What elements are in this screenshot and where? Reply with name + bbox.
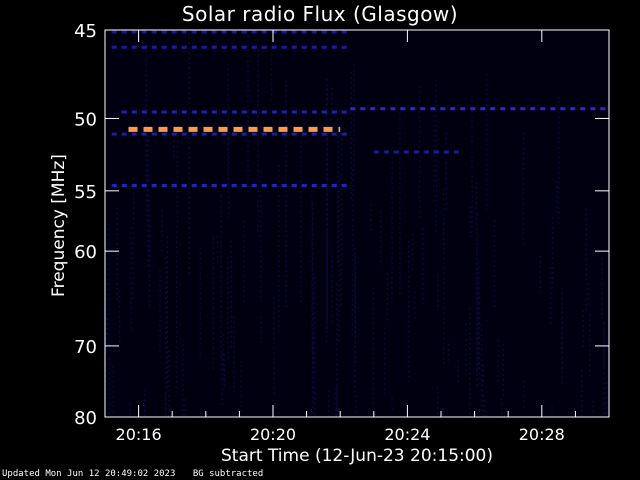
updated-timestamp: Updated Mon Jun 12 20:49:02 2023 — [2, 469, 176, 479]
y-tick-label-45: 45 — [74, 21, 97, 42]
footer-status: Updated Mon Jun 12 20:49:02 2023 BG subt… — [2, 469, 275, 479]
x-tick-label-1: 20:20 — [250, 425, 296, 444]
y-tick-label-70: 70 — [74, 337, 97, 358]
x-axis-title: Start Time (12-Jun-23 20:15:00) — [221, 446, 493, 466]
x-tick-label-2: 20:24 — [384, 425, 430, 444]
y-axis-title: Frequency [MHz] — [49, 154, 69, 297]
x-tick-label-0: 20:16 — [116, 425, 162, 444]
plot-background — [105, 30, 609, 417]
y-tick-label-80: 80 — [74, 408, 97, 429]
y-tick-label-60: 60 — [74, 242, 97, 263]
x-tick-label-3: 20:28 — [519, 425, 565, 444]
y-tick-label-50: 50 — [74, 109, 97, 130]
bg-subtracted-note: BG subtracted — [192, 469, 264, 479]
plot-frame — [104, 29, 610, 418]
y-tick-label-55: 55 — [74, 182, 97, 203]
chart-title: Solar radio Flux (Glasgow) — [181, 2, 459, 26]
